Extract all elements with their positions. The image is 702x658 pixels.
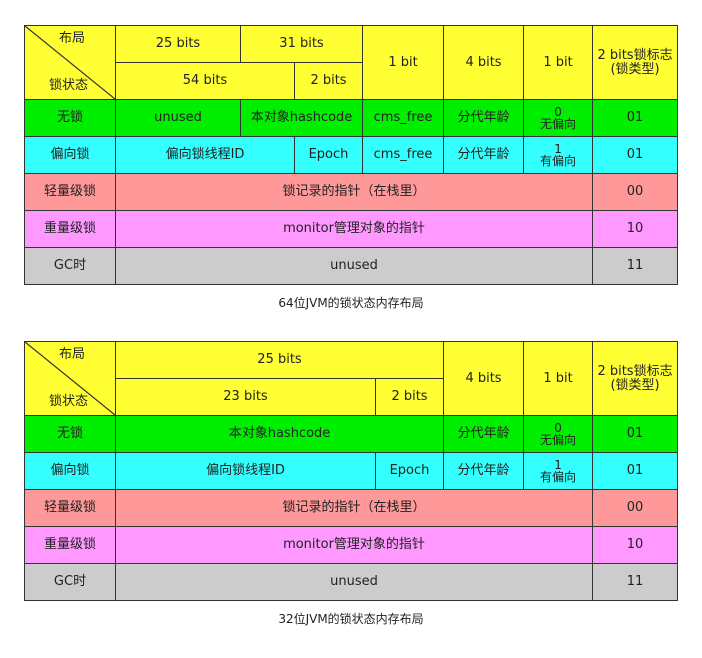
state-biased-lock: 偏向锁 — [24, 452, 116, 490]
biased-flag-cell: 1 有偏向 — [523, 452, 594, 490]
biased-flag-cell: 0 无偏向 — [523, 415, 594, 453]
bits-23-cell: 23 bits — [115, 378, 376, 416]
thread-id-cell: 偏向锁线程ID — [115, 136, 295, 174]
age-cell: 分代年龄 — [443, 415, 525, 453]
lock-flag-cell: 00 — [592, 173, 679, 211]
corner-header-cell: 布局 锁状态 — [24, 25, 116, 100]
biased-flag-cell: 1 有偏向 — [523, 136, 594, 174]
bits-25-cell: 25 bits — [115, 25, 241, 63]
diagonal-divider — [25, 26, 115, 99]
hashcode-cell: 本对象hashcode — [114, 415, 445, 453]
lock-flag-cell: 10 — [592, 210, 679, 248]
hashcode-cell: 本对象hashcode — [239, 99, 364, 137]
state-lightweight-lock: 轻量级锁 — [24, 489, 116, 527]
jvm32-lock-layout-table: 布局 锁状态 25 bits 4 bits 1 bit 2 bits锁标志 (锁… — [24, 341, 679, 601]
lock-flag-cell: 11 — [592, 247, 679, 285]
bits-4-age-header: 4 bits — [443, 25, 525, 100]
state-no-lock: 无锁 — [24, 99, 116, 137]
lock-flag-cell: 01 — [592, 452, 679, 490]
bits-54-cell: 54 bits — [115, 62, 295, 100]
lock-flag-cell: 00 — [592, 489, 679, 527]
unused-cell: unused — [115, 99, 241, 137]
layout-header-label: 布局 — [58, 31, 85, 46]
monitor-pointer-cell: monitor管理对象的指针 — [114, 210, 594, 248]
state-biased-lock: 偏向锁 — [24, 136, 116, 174]
lock-record-pointer-cell: 锁记录的指针（在栈里） — [114, 173, 594, 211]
corner-header-cell: 布局 锁状态 — [24, 341, 116, 416]
bits-31-cell: 31 bits — [239, 25, 364, 63]
jvm64-lock-layout-table: 布局 锁状态 25 bits 31 bits 1 bit 4 bits 1 bi… — [24, 25, 679, 285]
state-no-lock: 无锁 — [24, 415, 116, 453]
jvm32-caption: 32位JVM的锁状态内存布局 — [278, 612, 424, 626]
lock-flag-cell: 01 — [592, 136, 679, 174]
biased-flag-cell: 0 无偏向 — [523, 99, 594, 137]
bits-4-age-header: 4 bits — [443, 341, 525, 416]
lock-state-header-label: 锁状态 — [49, 78, 89, 93]
state-heavyweight-lock: 重量级锁 — [24, 526, 116, 564]
epoch-cell: Epoch — [293, 136, 364, 174]
epoch-cell: Epoch — [374, 452, 445, 490]
lock-flag-cell: 11 — [592, 563, 679, 601]
age-cell: 分代年龄 — [443, 99, 525, 137]
cms-free-cell: cms_free — [362, 99, 445, 137]
diagonal-divider — [25, 342, 115, 415]
monitor-pointer-cell: monitor管理对象的指针 — [114, 526, 594, 564]
bits-2-epoch-cell: 2 bits — [374, 378, 445, 416]
cms-free-cell: cms_free — [362, 136, 445, 174]
lock-flag-header: 2 bits锁标志 (锁类型) — [592, 341, 679, 416]
gc-unused-cell: unused — [114, 247, 594, 285]
lock-flag-header: 2 bits锁标志 (锁类型) — [592, 25, 679, 100]
age-cell: 分代年龄 — [443, 452, 525, 490]
layout-header-label: 布局 — [58, 347, 85, 362]
jvm64-caption: 64位JVM的锁状态内存布局 — [278, 296, 424, 310]
age-cell: 分代年龄 — [443, 136, 525, 174]
state-lightweight-lock: 轻量级锁 — [24, 173, 116, 211]
bits-1-biased-header: 1 bit — [523, 25, 594, 100]
bits-25-cell: 25 bits — [114, 341, 445, 379]
lock-record-pointer-cell: 锁记录的指针（在栈里） — [114, 489, 594, 527]
lock-flag-cell: 10 — [592, 526, 679, 564]
lock-flag-cell: 01 — [592, 99, 679, 137]
state-heavyweight-lock: 重量级锁 — [24, 210, 116, 248]
bits-1-cms-header: 1 bit — [362, 25, 445, 100]
thread-id-cell: 偏向锁线程ID — [115, 452, 376, 490]
state-gc: GC时 — [24, 247, 116, 285]
state-gc: GC时 — [24, 563, 116, 601]
gc-unused-cell: unused — [114, 563, 594, 601]
bits-2-epoch-cell: 2 bits — [293, 62, 364, 100]
lock-flag-cell: 01 — [592, 415, 679, 453]
bits-1-biased-header: 1 bit — [523, 341, 594, 416]
lock-state-header-label: 锁状态 — [49, 394, 89, 409]
